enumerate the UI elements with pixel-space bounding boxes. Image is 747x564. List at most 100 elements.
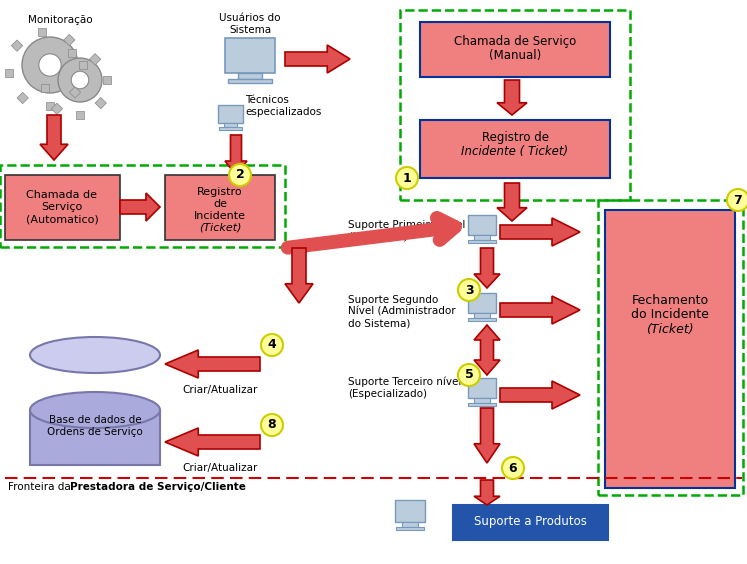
Circle shape [261,334,283,356]
Bar [238,73,262,79]
Text: Fronteira da: Fronteira da [8,482,74,492]
Ellipse shape [30,337,160,373]
Bar [468,403,496,406]
Bar [0,165,285,247]
Text: do Sistema): do Sistema) [348,319,410,329]
Bar [165,175,275,240]
Text: Chamada de: Chamada de [26,190,98,200]
Polygon shape [474,248,500,288]
Text: do Incidente: do Incidente [631,309,709,321]
Polygon shape [497,183,527,221]
Bar [5,69,13,77]
Bar [11,40,22,51]
Bar [468,378,496,398]
Polygon shape [500,218,580,246]
Text: (Manual): (Manual) [489,50,541,63]
Bar [468,215,496,235]
Polygon shape [500,296,580,324]
Text: Registro: Registro [197,187,243,197]
Text: Suporte Terceiro nível: Suporte Terceiro nível [348,377,462,387]
Bar [474,313,490,318]
Bar [396,527,424,530]
Text: (Ticket): (Ticket) [646,324,694,337]
Bar [95,98,106,109]
Text: 8: 8 [267,418,276,431]
Text: Incidente: Incidente [194,211,246,221]
Polygon shape [474,408,500,463]
Text: de: de [213,199,227,209]
Ellipse shape [30,392,160,428]
Text: (Ticket): (Ticket) [199,223,241,233]
Bar [90,54,101,65]
Polygon shape [225,135,247,175]
Circle shape [22,37,78,93]
Bar [38,28,46,36]
Bar [468,293,496,313]
Bar [605,210,735,488]
Bar [453,505,608,540]
Polygon shape [497,80,527,115]
Polygon shape [285,248,313,303]
Bar [41,84,49,92]
Polygon shape [120,193,160,221]
Bar [218,105,243,123]
Text: 1: 1 [403,171,412,184]
Bar [228,79,272,83]
Bar [420,22,610,77]
Text: 6: 6 [509,461,518,474]
Text: 7: 7 [734,193,743,206]
Circle shape [396,167,418,189]
Bar [46,102,54,110]
Bar [63,34,75,46]
Bar [468,240,496,243]
Text: 4: 4 [267,338,276,351]
Bar [79,61,87,69]
Circle shape [502,457,524,479]
Bar [103,76,111,84]
Polygon shape [285,45,350,73]
Circle shape [261,414,283,436]
Text: Base de dados de: Base de dados de [49,415,141,425]
Text: Sistema: Sistema [229,25,271,35]
Bar [5,175,120,240]
Circle shape [229,164,251,186]
Bar [474,235,490,240]
Text: Técnicos: Técnicos [245,95,289,105]
Text: Incidente ( Ticket): Incidente ( Ticket) [462,144,568,157]
Polygon shape [165,350,260,378]
Text: Criar/Atualizar: Criar/Atualizar [182,385,258,395]
Circle shape [727,189,747,211]
Bar [46,59,57,70]
Polygon shape [474,325,500,375]
Bar [224,123,237,127]
Text: Serviço: Serviço [41,202,83,212]
Polygon shape [40,115,68,160]
Text: Usuários do: Usuários do [220,13,281,23]
Circle shape [58,58,102,102]
Text: 3: 3 [465,284,474,297]
Text: Fechamento: Fechamento [631,293,709,306]
Circle shape [39,54,61,76]
Circle shape [458,279,480,301]
Polygon shape [165,428,260,456]
Text: Prestadora de Serviço/Cliente: Prestadora de Serviço/Cliente [70,482,246,492]
Text: (Help Desk): (Help Desk) [348,232,409,242]
Circle shape [458,364,480,386]
Bar [395,500,425,522]
Bar [52,103,63,114]
Text: Suporte Segundo: Suporte Segundo [348,295,438,305]
Text: Ordens de Serviço: Ordens de Serviço [47,427,143,437]
Polygon shape [500,381,580,409]
Circle shape [71,71,89,89]
Text: especializados: especializados [245,107,321,117]
Text: 5: 5 [465,368,474,381]
Text: (Automatico): (Automatico) [25,214,99,224]
Bar [474,398,490,403]
Bar [30,410,160,465]
Bar [68,49,76,57]
Bar [225,38,275,73]
Bar [420,120,610,178]
Text: Suporte Primeiro Nível: Suporte Primeiro Nível [348,220,465,230]
Bar [598,200,743,495]
Bar [400,10,630,200]
